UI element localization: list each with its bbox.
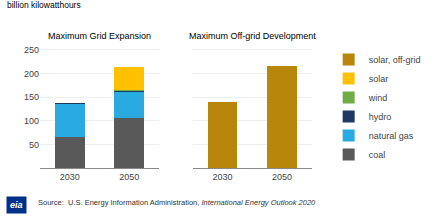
svg-text:250: 250 (24, 45, 39, 55)
svg-text:100: 100 (24, 116, 39, 126)
svg-text:2050: 2050 (119, 172, 139, 182)
svg-text:200: 200 (24, 69, 39, 79)
svg-text:Maximum Grid Expansion: Maximum Grid Expansion (48, 31, 151, 41)
svg-text:2030: 2030 (213, 172, 233, 182)
svg-text:wind: wind (368, 93, 388, 103)
svg-text:Source: U.S. Energy Informati: Source: U.S. Energy Information Administ… (38, 198, 316, 207)
svg-text:50: 50 (29, 140, 39, 150)
svg-text:solar: solar (369, 74, 389, 84)
svg-text:eia: eia (10, 200, 23, 210)
svg-text:billion kilowatthours: billion kilowatthours (7, 0, 81, 10)
svg-text:hydro: hydro (369, 112, 392, 122)
svg-text:2050: 2050 (272, 172, 292, 182)
svg-text:Maximum Off-grid Development: Maximum Off-grid Development (189, 31, 316, 41)
svg-text:150: 150 (24, 92, 39, 102)
svg-text:2030: 2030 (60, 172, 80, 182)
svg-text:natural gas: natural gas (369, 131, 414, 141)
svg-text:coal: coal (369, 150, 386, 160)
svg-text:solar, off-grid: solar, off-grid (369, 55, 421, 65)
